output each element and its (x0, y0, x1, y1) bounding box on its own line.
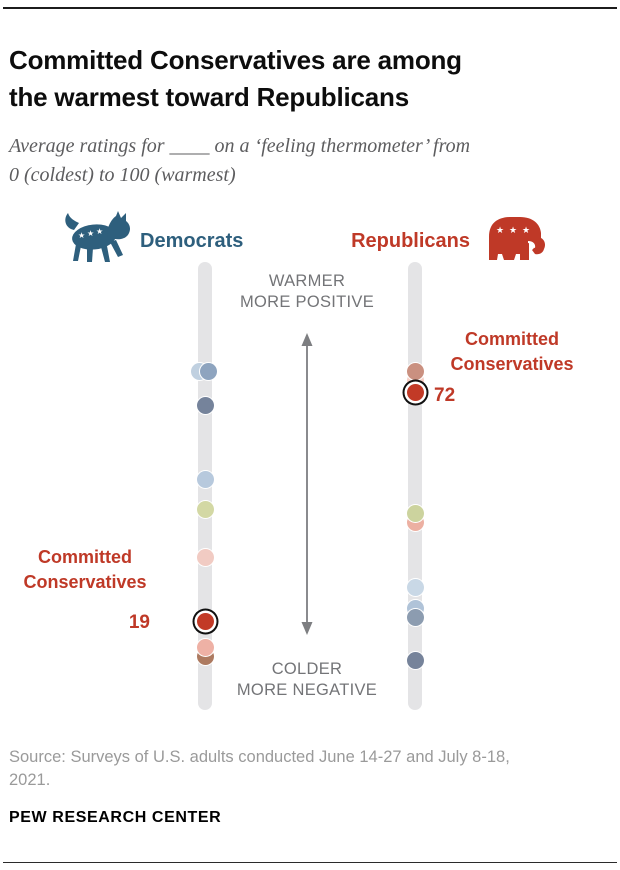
annotation-line-2: Conservatives (23, 572, 147, 592)
pew-research-center-brand: PEW RESEARCH CENTER (9, 809, 222, 826)
page-title: Committed Conservatives are among the war… (9, 42, 609, 116)
donkey-icon: ★ ★ ★ (65, 211, 130, 262)
warmer-scale-label: WARMER MORE POSITIVE (217, 271, 397, 313)
republicans-committed-conservatives-annotation: Committed Conservatives 72 (432, 327, 592, 408)
source-line-1: Source: Surveys of U.S. adults conducted… (9, 747, 510, 766)
colder-scale-label: COLDER MORE NEGATIVE (217, 659, 397, 701)
colder-text: COLDER (271, 660, 343, 678)
annotation-line-1: Committed (38, 547, 132, 567)
warmer-text: WARMER (268, 272, 346, 290)
svg-text:★: ★ (96, 227, 103, 236)
svg-text:★: ★ (522, 226, 530, 236)
more-negative-text: MORE NEGATIVE (236, 681, 378, 699)
scale-arrow-icon (301, 333, 313, 635)
subtitle-line-2: 0 (coldest) to 100 (warmest) (9, 164, 236, 186)
democrats-label: Democrats (140, 230, 244, 252)
democrat-thermometer-track (198, 262, 212, 710)
svg-text:★: ★ (496, 226, 504, 236)
democrats-committed-conservatives-annotation: Committed Conservatives 19 (10, 545, 160, 635)
title-line-2: the warmest toward Republicans (9, 82, 409, 113)
svg-text:★: ★ (87, 229, 94, 238)
source-line-2: 2021. (9, 770, 51, 789)
rep-annotation-value: 72 (434, 385, 456, 406)
source-note: Source: Surveys of U.S. adults conducted… (9, 746, 609, 792)
top-rule (3, 7, 617, 9)
republican-thermometer-track (408, 262, 422, 710)
subtitle-line-1: Average ratings for ____ on a ‘feeling t… (9, 135, 471, 157)
elephant-icon: ★ ★ ★ (489, 217, 545, 260)
svg-text:★: ★ (509, 226, 517, 236)
svg-text:★: ★ (78, 231, 85, 240)
annotation-line-2: Conservatives (450, 354, 574, 374)
annotation-line-1: Committed (465, 329, 559, 349)
bottom-rule (3, 862, 617, 863)
more-positive-text: MORE POSITIVE (239, 293, 375, 311)
chart-subtitle: Average ratings for ____ on a ‘feeling t… (9, 132, 609, 190)
republicans-label: Republicans (351, 230, 470, 252)
dem-annotation-value: 19 (128, 612, 150, 633)
title-line-1: Committed Conservatives are among (9, 45, 462, 76)
